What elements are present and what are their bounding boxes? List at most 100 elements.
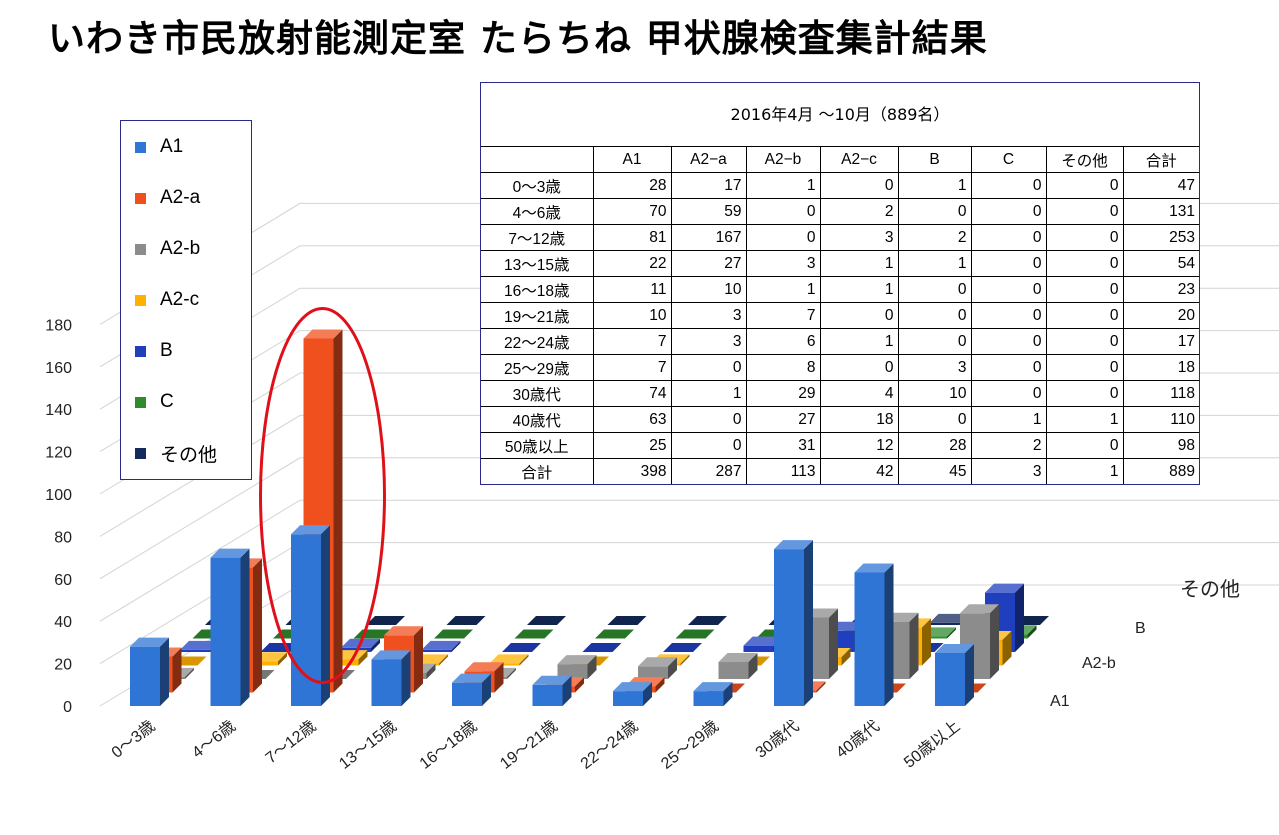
table-cell: 0 (970, 354, 1047, 381)
bar-その他-13〜15歳 (446, 616, 486, 625)
bar-A1-19〜21歳 (532, 675, 572, 706)
table-corner-cell (481, 147, 594, 173)
table-cell: 0 (745, 198, 821, 225)
chart-annotations (259, 306, 386, 685)
bar-top (743, 636, 783, 646)
bar-side (358, 650, 368, 666)
table-cell: 8 (745, 354, 821, 381)
table-cell: 10 (670, 276, 747, 303)
table-column-header: 合計 (1122, 147, 1199, 173)
table-cell: 0 (1045, 250, 1124, 277)
bar-top (595, 629, 634, 639)
table-cell: 287 (670, 458, 747, 484)
table-row: 7〜12歳 81 167 0 3 2 0 0 253 (481, 224, 1199, 251)
bar-side (160, 637, 169, 706)
bar-side (884, 563, 894, 706)
bar-top (854, 563, 894, 573)
bar-front (613, 691, 643, 706)
y-tick-label: 180 (45, 317, 72, 334)
bar-side (1027, 625, 1037, 639)
bar-side (829, 608, 838, 679)
table-cell: 0 (1045, 432, 1124, 459)
page-title: いわき市民放射能測定室 たらちね 甲状腺検査集計結果 (48, 17, 988, 60)
table-row: 22〜24歳 7 3 6 1 0 0 0 17 (481, 328, 1199, 355)
bar-top (613, 682, 652, 692)
table-cell: 0 (745, 224, 821, 251)
bar-top (527, 616, 566, 625)
table-cell: 118 (1122, 380, 1199, 407)
table-cell: 0 (897, 302, 972, 329)
table-cell: 1 (897, 172, 972, 199)
bar-top (210, 548, 250, 558)
bar-side (451, 640, 461, 652)
table-cell: 42 (819, 458, 899, 484)
x-category-label: 30歳代 (752, 717, 802, 762)
bar-top (446, 616, 486, 625)
table-row-header: 13〜15歳 (481, 250, 594, 277)
table-row: 50歳以上 25 0 31 12 28 2 0 98 (481, 432, 1199, 459)
bar-top (638, 657, 677, 667)
table-cell: 0 (670, 354, 747, 381)
table-row-header: 合計 (481, 458, 594, 484)
bar-C-16〜18歳 (514, 629, 554, 639)
gridline (99, 499, 1279, 622)
y-tick-label: 100 (45, 487, 72, 504)
x-category-label: 0〜3歳 (108, 717, 158, 762)
bar-A1-4〜6歳 (210, 548, 250, 706)
table-row-header: 7〜12歳 (481, 224, 594, 251)
table-cell: 0 (1045, 328, 1124, 355)
table-cell: 1 (745, 172, 821, 199)
bar-top (557, 655, 597, 665)
table-column-header: A1 (592, 147, 672, 173)
bar-top (935, 644, 974, 653)
bar-top (384, 626, 423, 636)
bar-side (494, 662, 504, 693)
table-cell: 0 (897, 198, 972, 225)
y-tick-label: 160 (45, 360, 72, 377)
bar-top (421, 640, 461, 650)
bar-top (303, 329, 343, 339)
y-tick-label: 40 (54, 614, 72, 631)
table-cell: 0 (897, 406, 972, 433)
bar-top (607, 616, 647, 625)
bar-side (680, 654, 690, 666)
summary-grid: A1 A2−a A2−b A2−c B C その他 合計 0〜3歳 28 17 1 0 1 0 0 47 4〜6… (481, 147, 1199, 484)
x-category-label: 13〜15歳 (336, 717, 400, 773)
bar-B-13〜15歳 (421, 640, 461, 652)
table-cell: 17 (1122, 328, 1199, 355)
legend-swatch (135, 294, 146, 306)
bar-side (426, 663, 436, 679)
x-category-label: 7〜12歳 (262, 717, 319, 767)
table-column-header: B (897, 147, 972, 173)
table-cell: 1 (1045, 406, 1124, 433)
table-cell: 1 (819, 250, 899, 277)
bar-side (668, 657, 677, 679)
bar-top (675, 629, 715, 639)
y-tick-label: 0 (63, 699, 72, 716)
y-tick-label: 60 (54, 572, 72, 589)
bar-A2-b-22〜24歳 (638, 657, 677, 679)
table-cell: 0 (1045, 354, 1124, 381)
table-cell: 18 (1122, 354, 1199, 381)
bar-top (366, 616, 405, 625)
table-cell: 0 (1045, 276, 1124, 303)
table-cell: 18 (819, 406, 899, 433)
bar-side (172, 647, 182, 693)
bar-top (532, 675, 572, 685)
table-cell: 74 (592, 380, 672, 407)
depth-axis-label: A2-b (1082, 655, 1116, 672)
table-cell: 0 (1045, 224, 1124, 251)
bar-side (748, 653, 758, 679)
table-cell: 1 (670, 380, 747, 407)
bar-A1-30歳代 (774, 540, 813, 706)
table-row-header: 16〜18歳 (481, 276, 594, 303)
table-cell: 3 (745, 250, 821, 277)
y-tick-label: 80 (54, 529, 72, 546)
summary-table: 2016年4月 〜10月（889名） A1 A2−a A2−b A2−c B C その他 合計… (480, 82, 1200, 485)
bar-top (260, 643, 300, 652)
table-row-header: 40歳代 (481, 406, 594, 433)
table-row: 19〜21歳 10 3 7 0 0 0 0 20 (481, 302, 1199, 329)
table-column-header: A2−b (745, 147, 821, 173)
bar-top (663, 643, 702, 652)
table-cell: 28 (897, 432, 972, 459)
